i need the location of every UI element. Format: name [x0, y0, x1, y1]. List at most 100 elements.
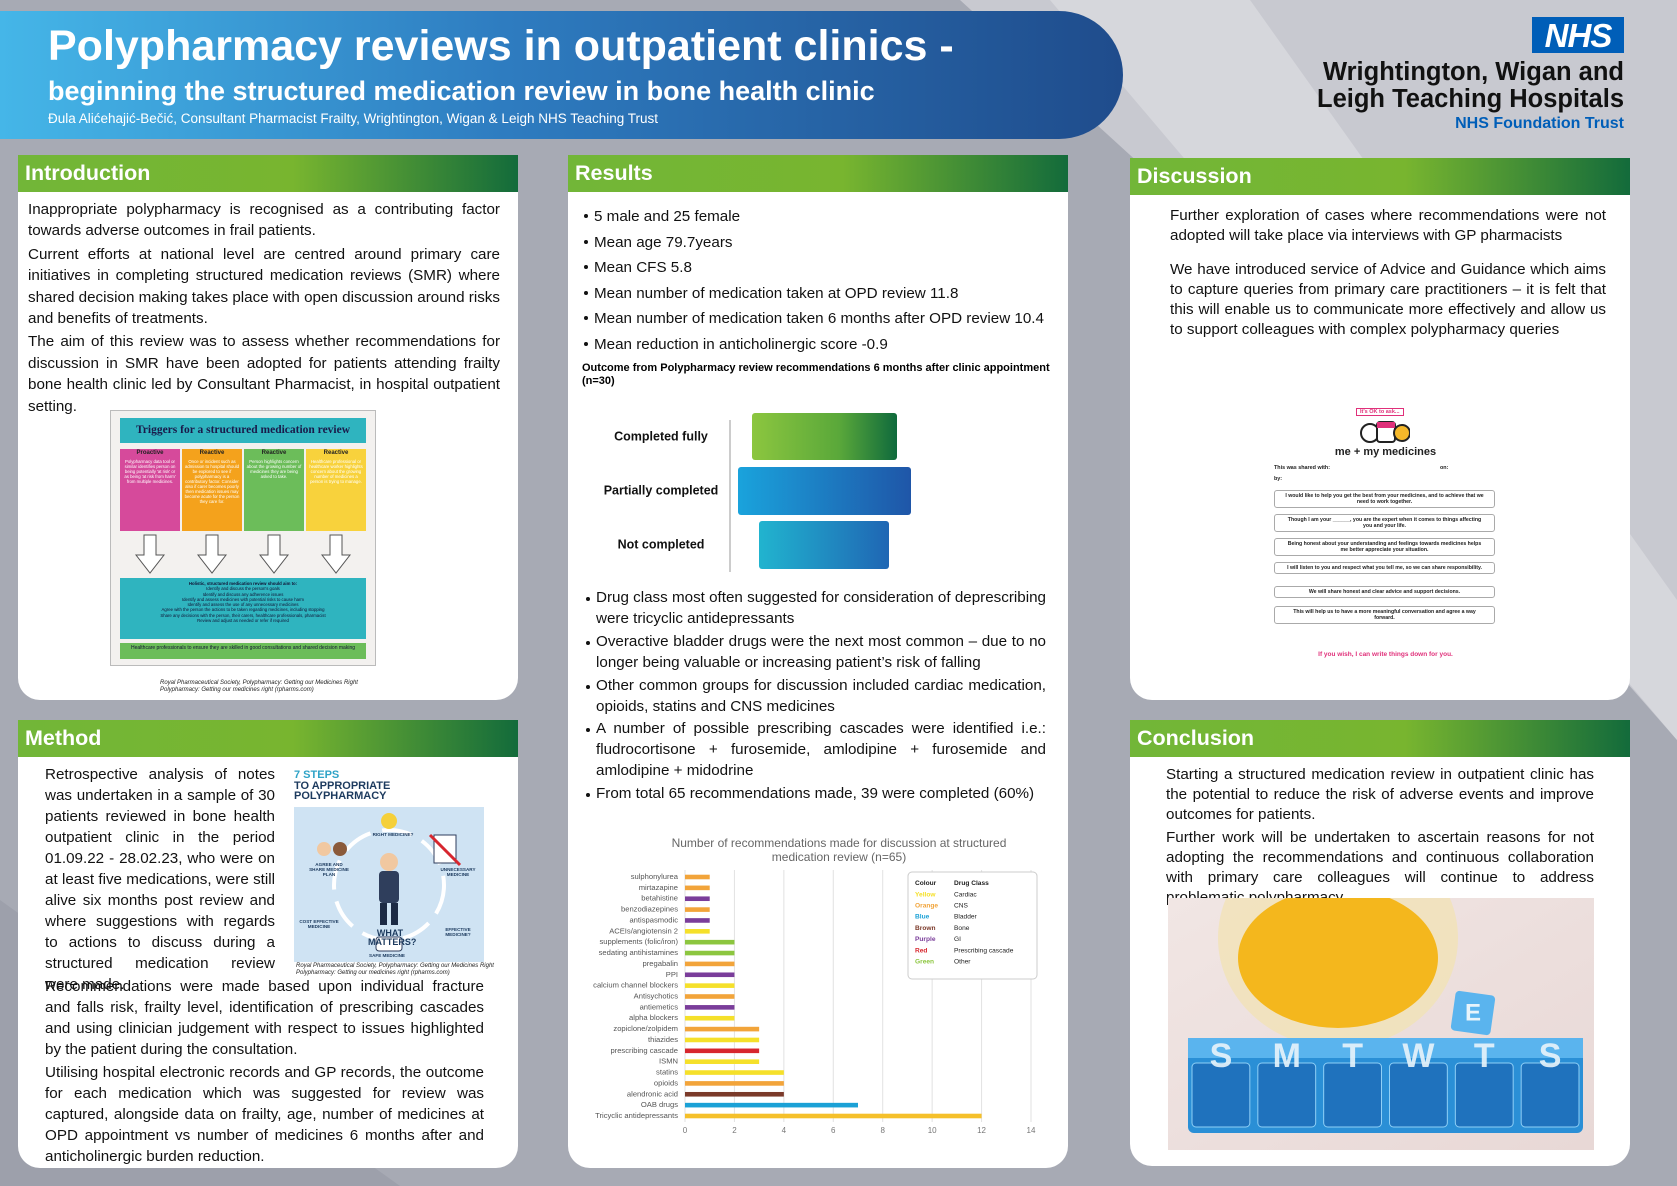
decoration	[379, 871, 399, 903]
text: Recommendations were made based upon ind…	[45, 978, 484, 1058]
legend-class: Bladder	[954, 914, 978, 921]
pill-cell	[1191, 1062, 1251, 1128]
text: Reactive	[323, 450, 349, 456]
bar	[685, 1048, 760, 1054]
decoration	[391, 903, 398, 925]
bar	[685, 939, 735, 945]
bar	[685, 1005, 735, 1010]
legend-class: Bone	[954, 925, 970, 932]
step-label: SAFE MEDICINE	[369, 953, 405, 958]
pill-cell	[1257, 1062, 1317, 1128]
text: MATTERS?	[368, 937, 417, 947]
bar	[685, 994, 735, 999]
text: Healthcare professional or healthcare wo…	[309, 459, 363, 484]
x-tick-label: 4	[782, 1126, 787, 1135]
legend-header: Colour	[915, 880, 937, 887]
y-tick-label: Antisychotics	[634, 992, 679, 1001]
text: Reactive	[261, 450, 287, 456]
y-tick-label: calcium channel blockers	[593, 981, 678, 990]
introduction-text: Inappropriate polypharmacy is recognised…	[28, 199, 500, 419]
text-item: Review and adjust as needed or refer if …	[197, 618, 289, 624]
figure-caption: Royal Pharmaceutical Society, Polypharma…	[160, 680, 358, 694]
legend-box	[907, 871, 1038, 980]
y-tick-label: mirtazapine	[639, 883, 678, 892]
y-tick-label: supplements (folic/iron)	[600, 937, 679, 946]
x-tick-label: 8	[880, 1126, 885, 1135]
text: Utilising hospital electronic records an…	[45, 1064, 484, 1165]
text-item: Mean number of medication taken 6 months…	[582, 307, 1052, 331]
text-item: The aim of this review was to assess whe…	[28, 333, 500, 415]
text: Retrospective analysis of notes was unde…	[45, 766, 275, 993]
text-item: Royal Pharmaceutical Society, Polypharma…	[160, 680, 358, 686]
funnel-title: Outcome from Polypharmacy review recomme…	[582, 362, 1050, 387]
y-tick-label: zopiclone/zolpidem	[613, 1024, 678, 1033]
pill-cell	[1454, 1062, 1514, 1128]
bar	[685, 1037, 760, 1043]
step-label: RIGHT MEDICINE?	[372, 832, 414, 837]
text-item: Share any decisions with the person, the…	[160, 612, 326, 618]
y-tick-label: thiazides	[648, 1035, 678, 1044]
decoration	[333, 842, 347, 856]
nhs-logo: NHS	[1532, 17, 1624, 54]
text: Leigh Teaching Hospitals	[1317, 85, 1624, 113]
text: This will help us to have a more meaning…	[1274, 606, 1495, 625]
pill-cell	[1389, 1062, 1448, 1128]
y-tick-label: prescribing cascade	[610, 1046, 678, 1055]
leaflet-footer: If you wish, I can write things down for…	[1318, 651, 1453, 658]
text: I would like to help you get the best fr…	[1274, 490, 1495, 509]
figure-image: WHAT MATTERS? RIGHT MEDICINE? UNNECESSARY…	[294, 807, 484, 962]
bar	[685, 929, 710, 934]
x-tick-label: 12	[977, 1126, 986, 1135]
text-item: Drug class most often suggested for cons…	[584, 588, 1046, 630]
poster-title: Polypharmacy reviews in outpatient clini…	[48, 22, 954, 70]
decoration	[196, 534, 228, 574]
x-tick-label: 14	[1027, 1126, 1036, 1135]
triggers-figure: Triggers for a structured medication rev…	[110, 410, 376, 666]
y-tick-label: ACEIs/angiotensin 2	[609, 926, 678, 935]
decoration	[1188, 1038, 1583, 1058]
trigger-col: Reactive Healthcare professional or healt…	[306, 449, 366, 531]
bar	[685, 983, 735, 988]
legend-class: Prescribing cascade	[954, 947, 1014, 954]
legend-class: Other	[954, 958, 971, 965]
step-label: UNNECESSARY MEDICINE	[440, 867, 476, 877]
text-item: A number of possible prescribing cascade…	[584, 719, 1046, 782]
funnel-label: Partially completed	[604, 483, 719, 497]
text-item: Agree with the person the actions to be …	[161, 607, 325, 613]
day-letter: M	[1273, 1037, 1301, 1075]
legend-colour: Yellow	[915, 891, 936, 898]
legend-colour: Purple	[915, 936, 936, 943]
figure-art	[317, 813, 462, 952]
text-item: Identify and assess medicines with poten…	[181, 596, 305, 602]
text: 7 STEPS	[294, 769, 340, 781]
leaflet: It's OK to ask... me + my medicines This…	[1268, 406, 1503, 674]
y-tick-label: ISMN	[659, 1057, 678, 1066]
bar	[685, 1091, 784, 1097]
method-text: Recommendations were made based upon ind…	[45, 976, 484, 1169]
x-tick-label: 0	[683, 1126, 688, 1135]
step-label: AGREE AND SHARE MEDICINE PLAN	[309, 862, 349, 877]
step-label: EFFECTIVE MEDICINE?	[445, 927, 471, 937]
section-heading: Discussion	[1130, 158, 1630, 195]
text-item: Royal Pharmaceutical Society, Polypharma…	[296, 963, 494, 969]
text: Wrightington, Wigan and	[1323, 58, 1624, 86]
text: Proactive	[136, 450, 164, 456]
text-item: From total 65 recommendations made, 39 w…	[584, 784, 1046, 805]
pill-cell	[1520, 1062, 1580, 1128]
text: I will listen to you and respect what yo…	[1274, 562, 1495, 575]
legend-header: Drug Class	[954, 880, 989, 887]
decoration	[1393, 424, 1410, 442]
legend-class: CNS	[954, 902, 969, 909]
poster-subtitle: beginning the structured medication revi…	[48, 76, 875, 106]
day-letter: T	[1474, 1037, 1495, 1075]
figure-title: Triggers for a structured medication rev…	[120, 418, 366, 443]
y-tick-label: sulphonylurea	[631, 872, 679, 881]
text: WHAT	[376, 928, 404, 938]
text: Holistic, structured medication review s…	[188, 581, 298, 586]
text: by:	[1274, 476, 1283, 482]
arrows	[134, 534, 352, 574]
trigger-col: Reactive Person highlights concern about …	[244, 449, 304, 531]
method-text: Retrospective analysis of notes was unde…	[45, 764, 275, 997]
